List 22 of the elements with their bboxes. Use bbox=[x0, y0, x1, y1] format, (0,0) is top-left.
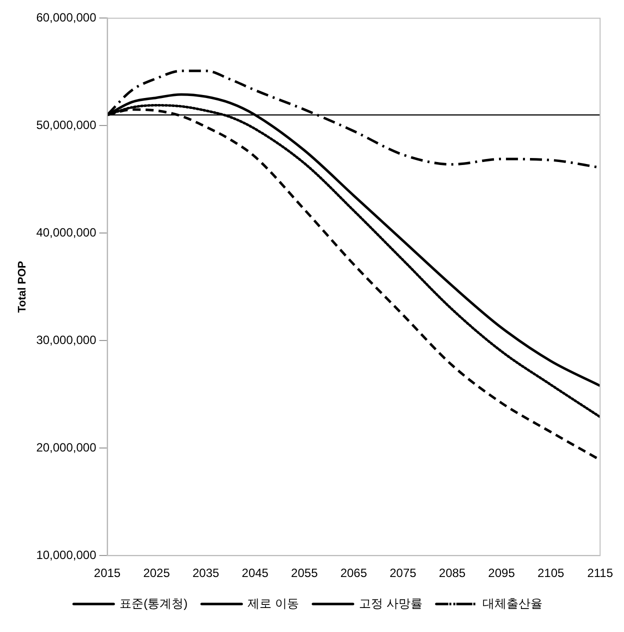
y-tick-label: 40,000,000 bbox=[36, 225, 97, 240]
x-tick-label: 2085 bbox=[438, 566, 466, 580]
y-tick-label: 20,000,000 bbox=[36, 440, 97, 454]
x-tick-label: 2035 bbox=[192, 566, 220, 580]
y-tick-label: 60,000,000 bbox=[36, 10, 97, 25]
x-tick-label: 2015 bbox=[94, 566, 121, 580]
legend-label: 대체출산율 bbox=[482, 596, 542, 610]
x-tick-label: 2025 bbox=[143, 566, 170, 580]
y-tick-label: 10,000,000 bbox=[36, 548, 97, 562]
legend-label: 제로 이동 bbox=[248, 596, 300, 610]
x-tick-label: 2075 bbox=[390, 566, 417, 580]
legend-label: 표준(통계청) bbox=[120, 596, 188, 610]
x-tick-label: 2065 bbox=[340, 566, 368, 580]
y-axis-title: Total POP bbox=[16, 261, 29, 313]
x-tick-label: 2045 bbox=[242, 566, 269, 580]
x-tick-label: 2055 bbox=[291, 566, 318, 580]
y-tick-label: 50,000,000 bbox=[36, 118, 97, 132]
legend-label: 고정 사망률 bbox=[358, 596, 422, 610]
x-tick-label: 2115 bbox=[587, 566, 614, 580]
x-tick-label: 2095 bbox=[488, 566, 516, 580]
y-tick-label: 30,000,000 bbox=[36, 332, 97, 347]
x-tick-label: 2105 bbox=[537, 566, 564, 580]
